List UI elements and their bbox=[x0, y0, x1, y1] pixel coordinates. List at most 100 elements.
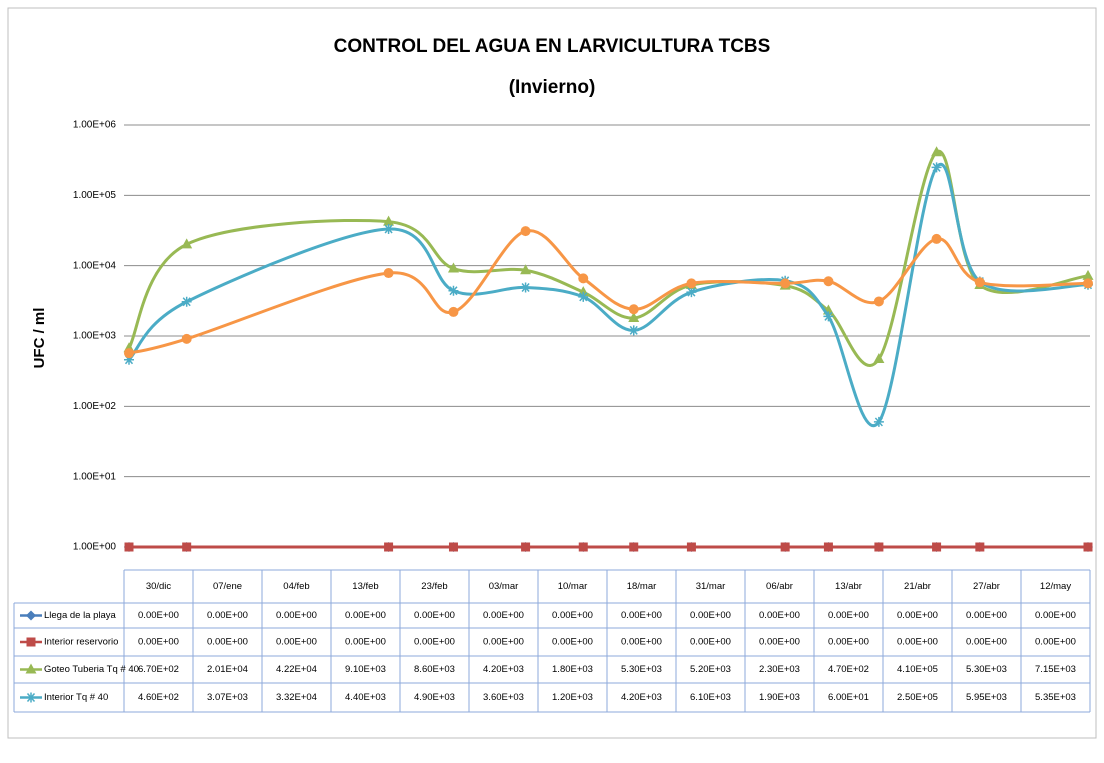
marker bbox=[124, 542, 134, 552]
y-tick-label: 1.00E+05 bbox=[73, 190, 117, 201]
marker bbox=[873, 353, 885, 364]
table-cell: 0.00E+00 bbox=[138, 637, 179, 648]
marker bbox=[931, 162, 942, 173]
table-cell: 0.00E+00 bbox=[759, 637, 800, 648]
chart-frame bbox=[7, 7, 1097, 739]
grid: 1.00E+00 1.00E+01 1.00E+02 1.00E+03 1.00E+04… bbox=[73, 120, 1090, 553]
table-cell: 1.90E+03 bbox=[759, 692, 800, 703]
marker bbox=[383, 224, 394, 235]
table-cell: 4.90E+03 bbox=[414, 692, 455, 703]
x-tick-label: 18/mar bbox=[627, 581, 657, 592]
x-tick-label: 27/abr bbox=[973, 581, 1000, 592]
marker bbox=[1083, 278, 1093, 289]
x-tick-label: 06/abr bbox=[766, 581, 793, 592]
marker bbox=[182, 542, 192, 552]
marker bbox=[780, 278, 791, 289]
table-cell: 3.32E+04 bbox=[276, 692, 317, 703]
table-cell: 0.00E+00 bbox=[621, 637, 662, 648]
table-cell: 0.00E+00 bbox=[759, 610, 800, 621]
marker bbox=[383, 215, 395, 226]
marker bbox=[578, 273, 589, 284]
table-cell: 4.70E+02 bbox=[828, 664, 869, 675]
table-cell: 0.00E+00 bbox=[276, 610, 317, 621]
marker bbox=[448, 285, 459, 296]
legend-marker bbox=[26, 692, 36, 703]
y-tick-label: 1.00E+02 bbox=[73, 401, 117, 412]
legend-marker bbox=[26, 610, 36, 621]
table-cell: 0.00E+00 bbox=[828, 637, 869, 648]
legend-label: Interior reservorio bbox=[44, 637, 118, 648]
x-tick-label: 12/may bbox=[1040, 581, 1071, 592]
table-cell: 2.01E+04 bbox=[207, 664, 248, 675]
table-cell: 4.40E+03 bbox=[345, 692, 386, 703]
table-cell: 4.20E+03 bbox=[483, 664, 524, 675]
table-cell: 6.10E+03 bbox=[690, 692, 731, 703]
marker bbox=[931, 146, 943, 157]
table-cell: 0.00E+00 bbox=[1035, 610, 1076, 621]
data-table: 30/dic 07/ene 04/feb 13/feb 23/feb 03/mar 10/m… bbox=[13, 569, 1091, 713]
marker bbox=[823, 311, 834, 322]
marker bbox=[181, 296, 192, 307]
table-cell: 4.22E+04 bbox=[276, 664, 317, 675]
marker bbox=[383, 268, 394, 279]
legend-label: Goteo Tuberia Tq # 40 bbox=[44, 664, 139, 675]
y-axis-label: UFC / ml bbox=[31, 308, 48, 369]
marker bbox=[578, 542, 588, 552]
legend-label: Llega de la playa bbox=[44, 610, 117, 621]
marker bbox=[931, 233, 942, 244]
table-cell: 4.20E+03 bbox=[621, 692, 662, 703]
marker bbox=[974, 277, 985, 288]
table-cell: 5.30E+03 bbox=[621, 664, 662, 675]
table-cell: 5.30E+03 bbox=[966, 664, 1007, 675]
table-cell: 0.00E+00 bbox=[621, 610, 662, 621]
table-cell: 0.00E+00 bbox=[897, 637, 938, 648]
marker bbox=[181, 333, 192, 344]
y-tick-label: 1.00E+04 bbox=[73, 260, 117, 271]
x-tick-label: 04/feb bbox=[283, 581, 309, 592]
table-cell: 5.35E+03 bbox=[1035, 692, 1076, 703]
table-cell: 0.00E+00 bbox=[828, 610, 869, 621]
marker bbox=[628, 325, 639, 336]
y-tick-label: 1.00E+01 bbox=[73, 471, 117, 482]
table-cell: 0.00E+00 bbox=[690, 610, 731, 621]
marker bbox=[384, 542, 394, 552]
marker bbox=[975, 542, 985, 552]
x-tick-label: 21/abr bbox=[904, 581, 931, 592]
table-cell: 0.00E+00 bbox=[414, 610, 455, 621]
table-cell: 4.10E+05 bbox=[897, 664, 938, 675]
marker bbox=[1082, 269, 1094, 280]
marker bbox=[181, 238, 193, 249]
table-cell: 7.15E+03 bbox=[1035, 664, 1076, 675]
legend-label: Interior Tq # 40 bbox=[44, 692, 108, 703]
table-cell: 0.00E+00 bbox=[414, 637, 455, 648]
y-tick-label: 1.00E+06 bbox=[73, 120, 117, 131]
marker bbox=[520, 264, 532, 275]
marker bbox=[520, 226, 531, 237]
x-tick-label: 13/feb bbox=[352, 581, 378, 592]
marker bbox=[448, 542, 458, 552]
table-cell: 4.60E+02 bbox=[138, 692, 179, 703]
marker bbox=[629, 542, 639, 552]
table-cell: 0.00E+00 bbox=[345, 637, 386, 648]
table-cell: 0.00E+00 bbox=[552, 637, 593, 648]
table-cell: 0.00E+00 bbox=[966, 637, 1007, 648]
marker bbox=[521, 542, 531, 552]
plot bbox=[123, 146, 1094, 552]
table-cell: 2.50E+05 bbox=[897, 692, 938, 703]
table-cell: 8.60E+03 bbox=[414, 664, 455, 675]
table-cell: 0.00E+00 bbox=[483, 637, 524, 648]
y-tick-label: 1.00E+00 bbox=[73, 542, 117, 553]
marker bbox=[873, 416, 884, 427]
table-cell: 6.00E+01 bbox=[828, 692, 869, 703]
x-tick-label: 23/feb bbox=[421, 581, 447, 592]
table-cell: 0.00E+00 bbox=[966, 610, 1007, 621]
table-cell: 0.00E+00 bbox=[1035, 637, 1076, 648]
table-cell: 2.30E+03 bbox=[759, 664, 800, 675]
marker bbox=[628, 312, 640, 323]
x-tick-label: 10/mar bbox=[558, 581, 588, 592]
table-cell: 0.00E+00 bbox=[345, 610, 386, 621]
marker bbox=[873, 296, 884, 307]
marker bbox=[823, 276, 834, 287]
